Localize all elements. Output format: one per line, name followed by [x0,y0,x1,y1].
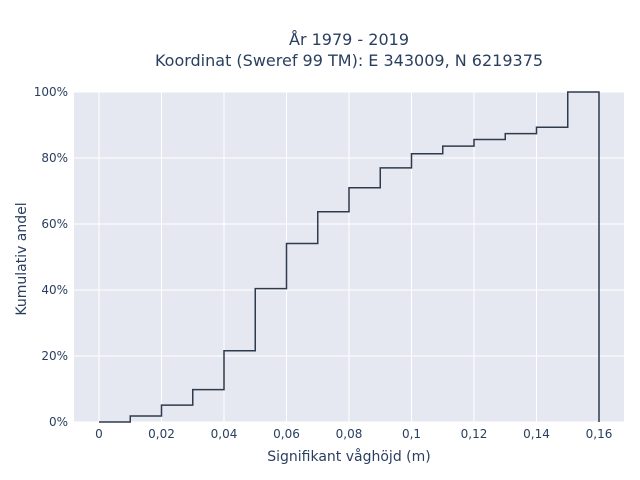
y-tick-label: 40% [41,283,68,297]
x-tick-label: 0,02 [148,427,175,441]
x-tick-label: 0,06 [273,427,300,441]
y-tick-label: 0% [49,415,68,429]
x-tick-label: 0,12 [461,427,488,441]
cumulative-step-line [99,91,600,423]
x-tick-label: 0,08 [336,427,363,441]
x-tick-label: 0,14 [523,427,550,441]
chart-title-line2: Koordinat (Sweref 99 TM): E 343009, N 62… [155,51,543,70]
x-tick-label: 0,1 [402,427,421,441]
x-axis-ticks: 0 0,02 0,04 0,06 0,08 0,1 0,12 0,14 0,16 [95,427,612,441]
y-tick-label: 20% [41,349,68,363]
y-axis-ticks: 0% 20% 40% 60% 80% 100% [34,85,68,429]
series-layer [99,91,600,423]
x-tick-label: 0,04 [211,427,238,441]
x-tick-label: 0,16 [586,427,613,441]
x-axis-title: Signifikant våghöjd (m) [267,448,430,465]
x-tick-label: 0 [95,427,103,441]
y-tick-label: 100% [34,85,68,99]
chart-title-line1: År 1979 - 2019 [289,30,409,49]
y-tick-label: 60% [41,217,68,231]
y-axis-title: Kumulativ andel [14,202,30,315]
y-tick-label: 80% [41,151,68,165]
